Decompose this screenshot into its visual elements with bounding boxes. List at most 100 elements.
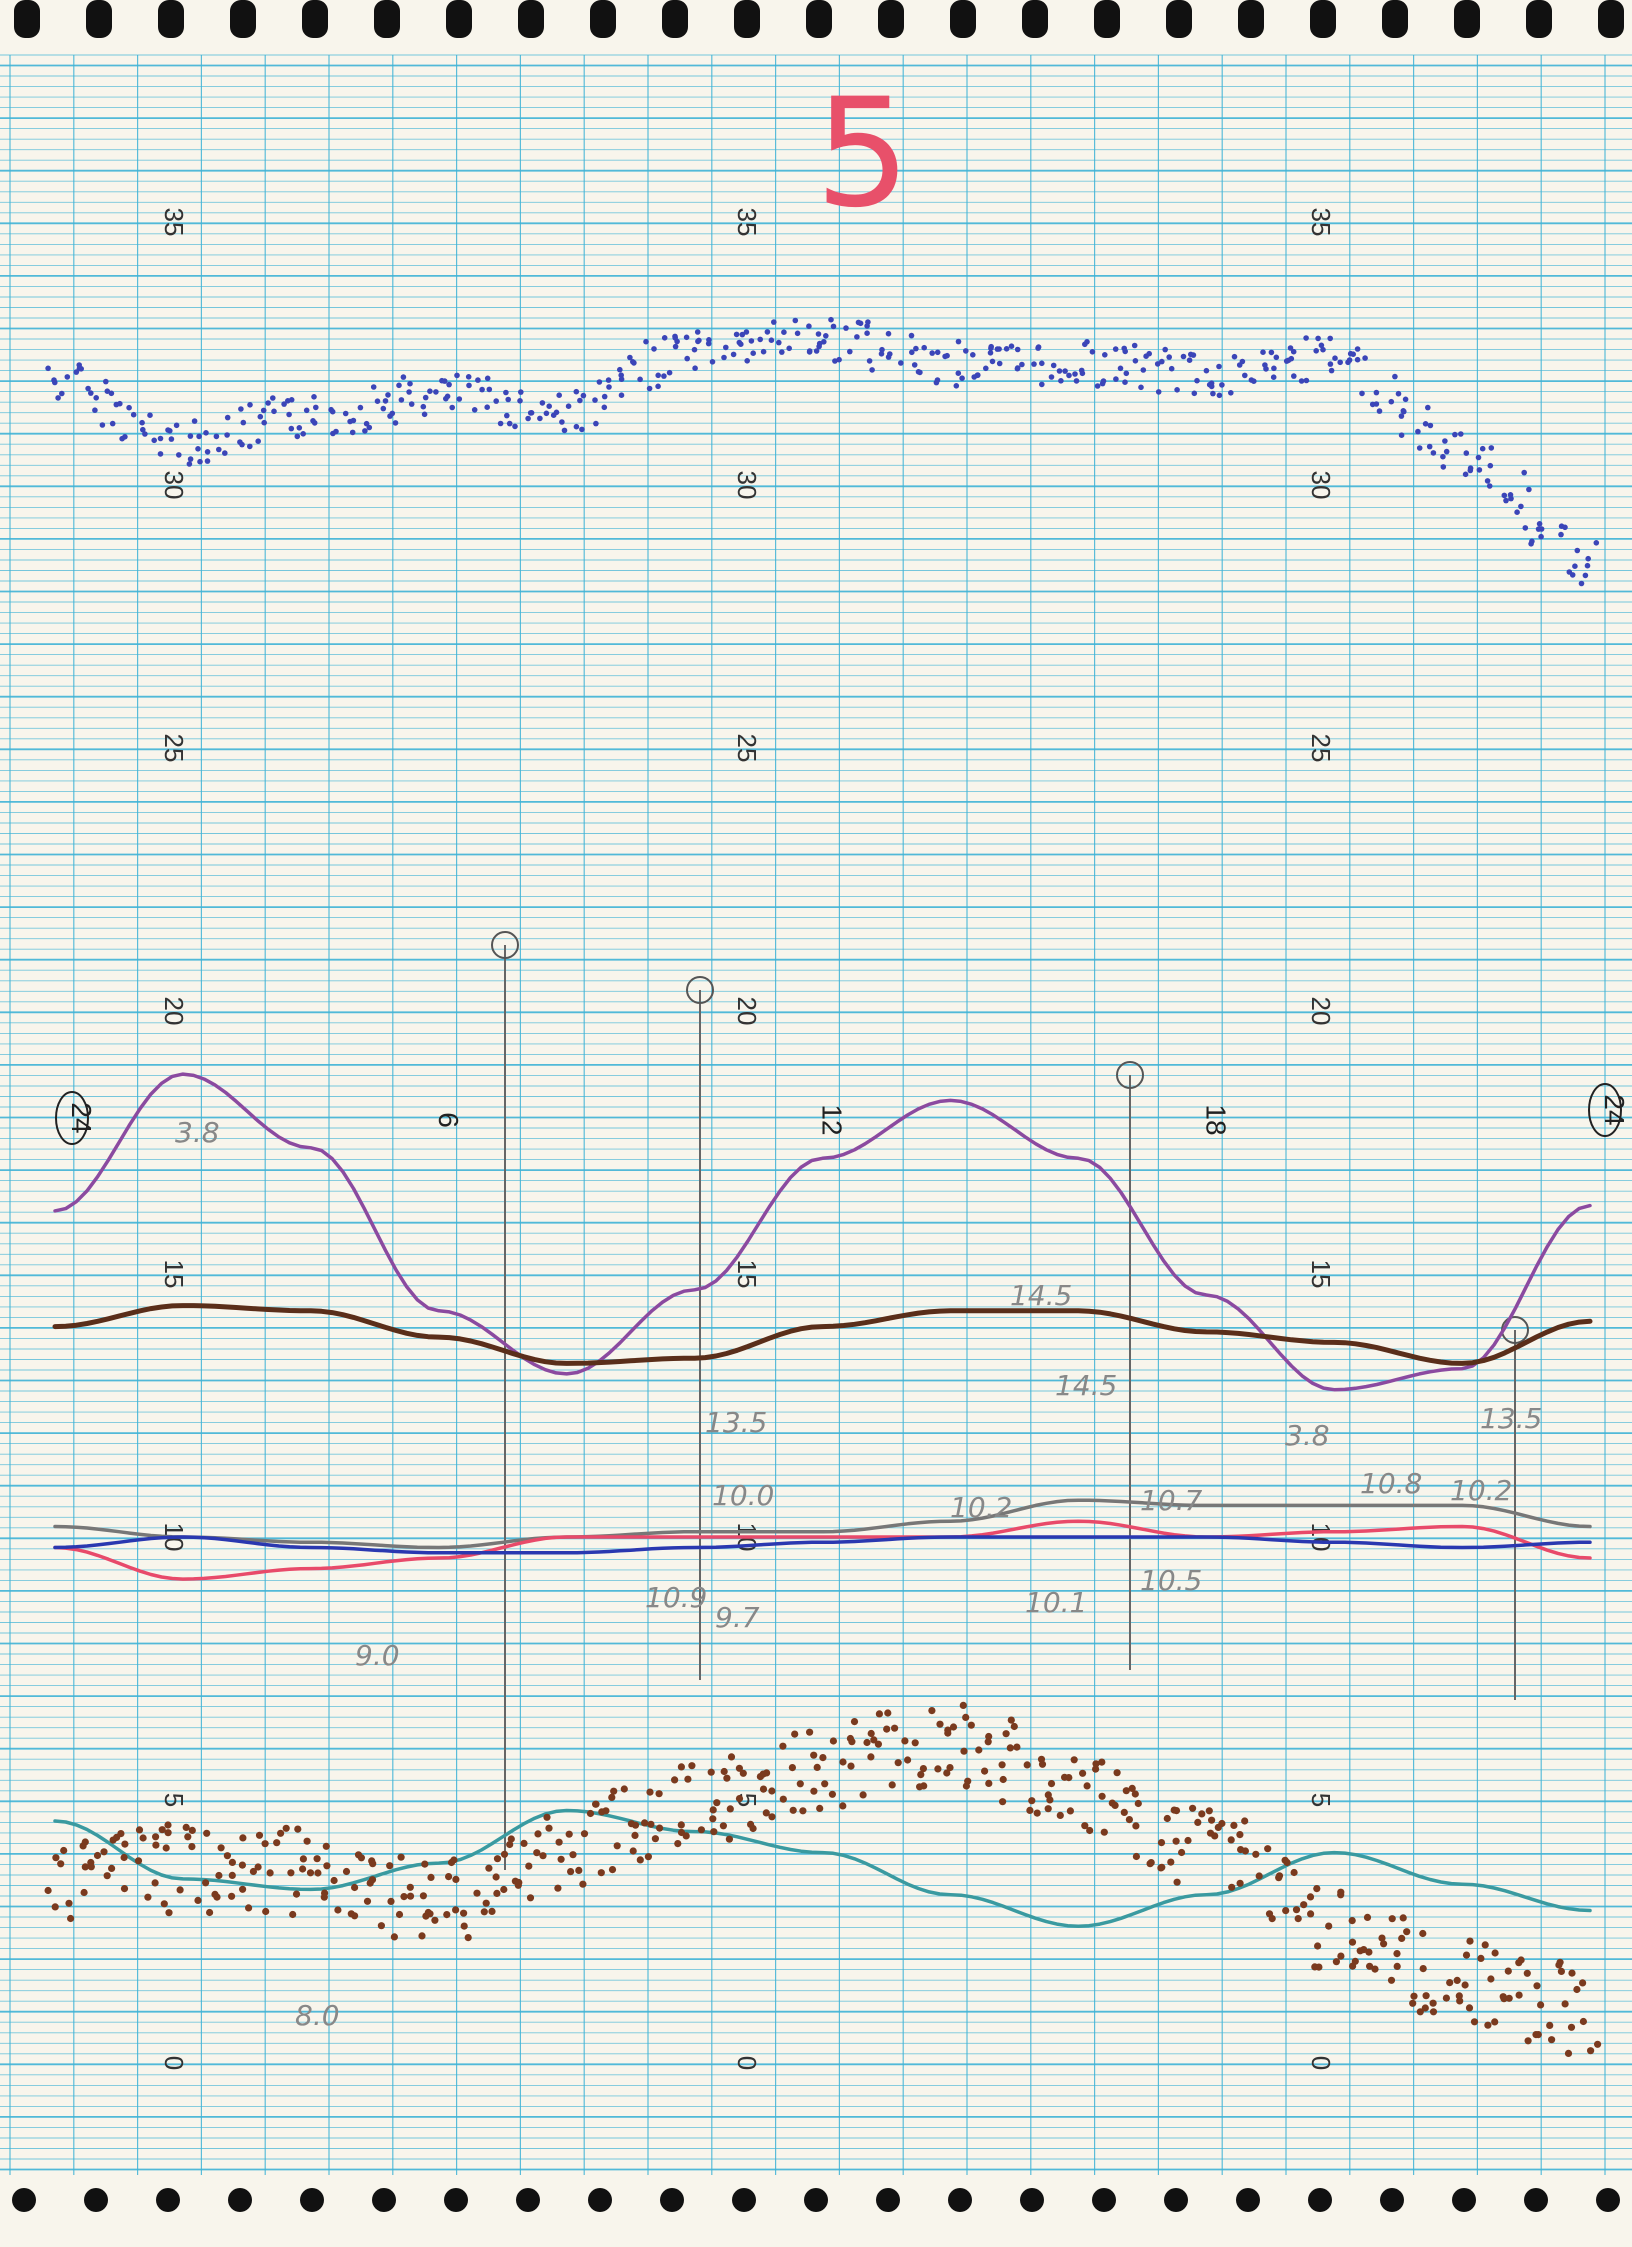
data-point [1477,1954,1485,1962]
note-label: 10.2 [1450,1474,1512,1507]
data-point [1456,1997,1464,2005]
data-point [870,1736,878,1744]
data-point [1419,1929,1427,1938]
series-7-points [44,1701,1602,2057]
note-label: 3.8 [1285,1419,1330,1452]
data-point [904,1756,912,1764]
data-point [1086,1826,1094,1835]
data-point [810,1751,818,1759]
data-point [1283,358,1290,364]
data-point [1491,1949,1499,1957]
note-label: 8.0 [295,1999,340,2032]
data-point [286,411,292,418]
y-tick-label: 25 [159,734,189,763]
data-point [1500,1995,1508,2003]
data-point [422,394,429,401]
data-point [420,403,427,410]
data-point [555,1838,563,1846]
data-point [674,338,680,345]
data-point [421,411,428,418]
data-point [194,1896,202,1904]
data-point [646,385,653,392]
data-point [449,404,456,411]
data-point [1422,421,1429,427]
data-point [1132,1822,1140,1830]
data-point [99,422,106,428]
data-point [1294,1915,1302,1923]
data-point [682,1832,690,1840]
data-point [617,366,623,373]
data-point [1373,401,1380,407]
data-point [1112,346,1119,352]
data-point [1462,471,1469,478]
data-point [406,1883,414,1891]
data-point [407,380,413,387]
sprocket-hole [950,0,976,38]
data-point [380,405,387,412]
data-point [158,1826,166,1834]
sprocket-hole [1526,0,1552,38]
data-point [891,1724,899,1732]
data-point [859,1791,867,1799]
data-point [768,1787,776,1795]
data-point [370,384,377,390]
data-point [1098,1758,1106,1766]
data-point [1303,335,1309,341]
data-point [637,376,643,383]
data-point [989,358,996,365]
y-tick-label: 20 [159,997,189,1026]
data-point [1440,453,1446,460]
data-point [93,395,99,401]
data-point [864,330,870,337]
data-point [334,1906,342,1914]
data-point [1290,1868,1298,1877]
data-point [1271,365,1277,372]
data-point [557,1855,565,1863]
data-point [322,1842,330,1850]
data-point [59,390,65,397]
data-point [1315,1963,1323,1971]
data-point [444,393,451,400]
data-point [606,384,612,390]
data-point [1168,365,1175,372]
data-point [696,337,702,344]
data-point [493,398,500,404]
note-label: 10.1 [1025,1586,1087,1619]
data-point [506,1840,514,1849]
data-point [1013,1743,1021,1751]
data-point [354,1851,363,1859]
data-point [1172,1837,1180,1845]
data-point [452,1906,460,1914]
circle-marker [1588,1083,1622,1137]
data-point [426,1910,434,1918]
y-tick-label: 5 [1306,1793,1336,1807]
data-point [390,1933,398,1941]
data-point [874,1740,883,1748]
series-4-line [53,1519,1592,1581]
data-point [505,396,512,403]
data-point [471,407,478,413]
sprocket-hole [1310,0,1336,38]
data-point [1546,2021,1554,2029]
y-tick-label: 30 [1306,471,1336,500]
data-point [421,1860,429,1868]
data-point [176,452,182,458]
data-point [602,1807,610,1815]
data-point [1163,1814,1171,1823]
data-point [1081,1822,1089,1830]
data-point [1216,392,1223,399]
data-point [216,446,222,453]
data-point [819,1754,827,1762]
data-point [627,354,633,361]
data-point [666,369,673,376]
sprocket-hole [734,0,760,38]
data-point [1503,497,1509,504]
data-point [1228,390,1234,396]
data-point [1465,2004,1474,2012]
data-point [303,1837,311,1845]
data-point [1452,431,1458,438]
data-point [762,1809,770,1817]
data-point [799,1807,807,1815]
data-point [500,1885,508,1894]
